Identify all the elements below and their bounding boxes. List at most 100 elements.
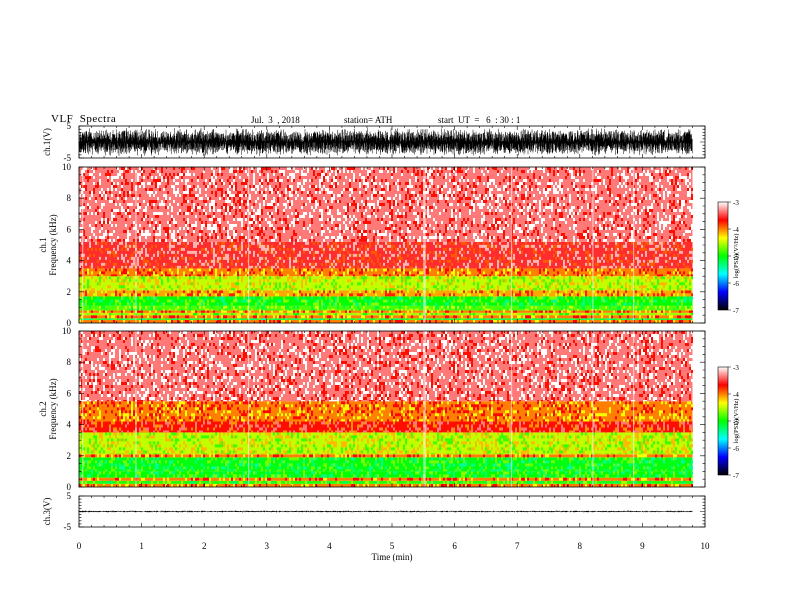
colorbar-tick-label: -6 (733, 280, 739, 288)
band-4 (79, 310, 693, 313)
band-fill (79, 305, 693, 311)
x-tick-label: 0 (77, 541, 82, 551)
y-ticks (79, 125, 705, 159)
band-3 (79, 471, 693, 478)
x-tick-label: 5 (390, 541, 395, 551)
band-2 (79, 315, 693, 319)
band-speckle-low (83, 454, 693, 458)
colorbar-gradient (717, 366, 729, 476)
spectrogram-streak (135, 331, 137, 487)
spectrogram-streak (592, 331, 594, 487)
y-tick-label: 8 (67, 357, 72, 367)
band-speckle-high (81, 290, 693, 297)
colorbar-tick-label: -3 (733, 364, 739, 372)
y-axis-label: ch.1(V) (42, 128, 52, 156)
y-tick-label: 0 (67, 482, 72, 492)
band-speckle-high (79, 268, 693, 277)
y-axis-label: ch.1 (38, 237, 48, 252)
band-speckle-low (79, 331, 693, 402)
band-speckle-high (81, 421, 693, 433)
band-speckle-high (79, 477, 693, 481)
band-6 (79, 432, 693, 455)
spectrogram-streak (510, 331, 513, 487)
spectrogram-streak (135, 167, 137, 323)
colorbar-gradient (717, 201, 729, 311)
spectrogram-streak (424, 331, 426, 487)
spectrogram-streak (248, 331, 250, 487)
colorbar-tick-label: -5 (733, 418, 739, 426)
y-tick-label: 10 (62, 326, 72, 336)
colorbar-ticks (728, 366, 731, 476)
band-7 (79, 421, 693, 433)
band-8 (79, 401, 693, 422)
band-speckle-low (87, 310, 671, 313)
colorbar-2: -3 -4 -5 -6 -7 log(PSD)(V²/Hz) (717, 364, 740, 480)
y-tick-label: -5 (64, 522, 72, 532)
y-tick-label: 5 (67, 121, 72, 131)
band-speckle-low (79, 421, 693, 433)
band-speckle-high (81, 480, 693, 484)
y-axis-label: Frequency (kHz) (48, 214, 58, 275)
ch1-spectrogram (79, 167, 705, 323)
date-label: Jul. 3 , 2018 (251, 115, 300, 125)
band-speckle-high (79, 276, 691, 291)
colorbar-ticks (728, 201, 731, 311)
band-speckle-low (79, 319, 693, 323)
colorbar-tick-label: -6 (733, 445, 739, 453)
band-speckle-high (79, 167, 693, 242)
x-axis-label: Time (min) (372, 552, 413, 562)
ch2-spectrogram-axes: 0 2 4 6 8 10 ch.2 Frequency (kHz) (38, 326, 706, 492)
x-tick-label: 9 (640, 541, 645, 551)
y-tick-label: 4 (67, 420, 72, 430)
band-8 (79, 276, 693, 291)
band-10 (79, 241, 693, 269)
x-tick-label: 10 (701, 541, 711, 551)
x-tick-label: 4 (327, 541, 332, 551)
band-speckle-high (79, 241, 693, 269)
colorbar-tick-label: -4 (733, 226, 739, 234)
band-7 (79, 290, 693, 297)
ch1-spectrogram-axes: 0 2 4 6 8 10 ch.1 Frequency (kHz) (38, 162, 706, 328)
band-speckle-low (79, 167, 693, 242)
band-fill (79, 319, 693, 323)
y-tick-label: 8 (67, 193, 72, 203)
spectrogram-streak (248, 167, 250, 323)
band-5 (79, 454, 693, 458)
y-axis-label: ch.3(V) (42, 498, 52, 526)
spectrogram-streak (82, 331, 84, 487)
band-5 (79, 305, 693, 311)
ch3-waveform (78, 510, 693, 513)
ch1-waveform (78, 127, 693, 157)
band-4 (79, 457, 693, 472)
chart-title: VLF Spectra (51, 113, 117, 125)
band-6 (79, 296, 693, 306)
band-fill (79, 480, 693, 484)
y-ticks (79, 166, 705, 324)
band-fill (79, 318, 693, 320)
band-speckle-low (79, 241, 693, 269)
band-speckle-low (83, 276, 693, 291)
station-label: station= ATH (344, 115, 393, 125)
x-tick-label: 6 (452, 541, 457, 551)
start-time-label: start UT = 6 : 30 : 1 (438, 115, 521, 125)
colorbar-1: -3 -4 -5 -6 -7 log(PSD)(V²/Hz) (717, 199, 740, 315)
y-tick-label: 0 (67, 318, 72, 328)
band-speckle-high (83, 315, 691, 319)
band-speckle-high (79, 432, 693, 455)
ch2-spectrogram (79, 331, 705, 487)
band-2 (79, 477, 693, 481)
x-ticks (78, 126, 706, 158)
colorbar-tick-label: -5 (733, 253, 739, 261)
waveform-trace (78, 127, 693, 157)
band-speckle-low (81, 480, 693, 484)
band-speckle-low (109, 312, 693, 316)
y-tick-label: 10 (62, 162, 72, 172)
y-tick-label: 6 (67, 388, 72, 398)
band-speckle-high (79, 331, 693, 402)
x-ticks (78, 167, 706, 323)
y-axis-label: Frequency (kHz) (48, 378, 58, 439)
x-tick-label: 1 (139, 541, 144, 551)
colorbar-tick-label: -3 (733, 199, 739, 207)
x-tick-label: 3 (265, 541, 270, 551)
